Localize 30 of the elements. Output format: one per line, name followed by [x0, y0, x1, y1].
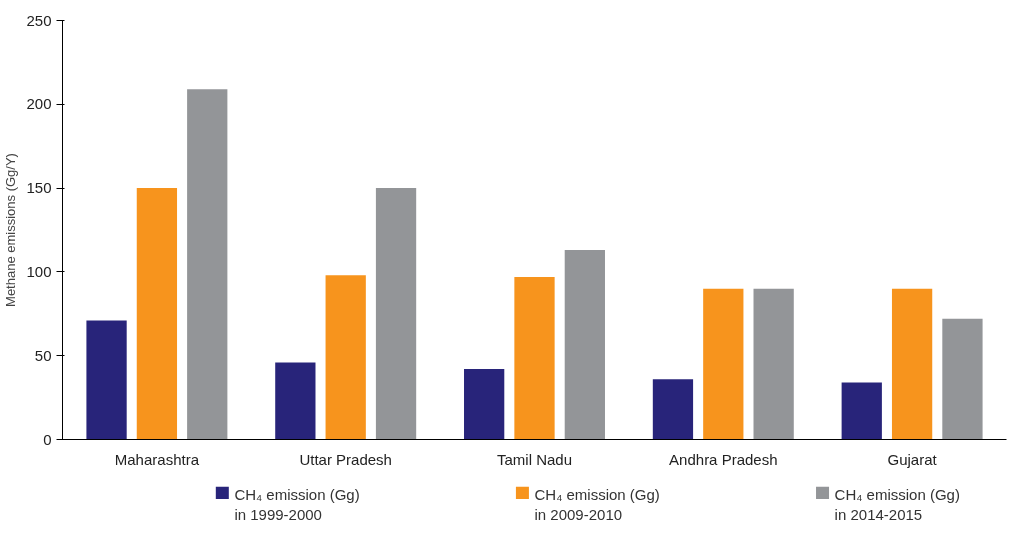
- bar: [275, 362, 316, 440]
- bar: [652, 379, 694, 440]
- x-tick-label: Tamil Nadu: [496, 450, 573, 468]
- bar: [514, 276, 555, 440]
- y-tick-label: 250: [26, 11, 52, 29]
- bar: [136, 188, 178, 440]
- x-tick-label: Maharashtra: [114, 450, 200, 468]
- y-tick-label: 0: [43, 430, 52, 448]
- bar: [464, 369, 505, 440]
- bar: [187, 89, 228, 440]
- bar: [86, 320, 127, 440]
- legend-label: CH₄ emission (Gg) in 2009-2010: [534, 485, 660, 523]
- bar: [841, 382, 882, 440]
- y-tick-label: 150: [26, 179, 52, 197]
- bar: [942, 318, 983, 440]
- bar: [564, 250, 605, 440]
- y-tick-label: 200: [26, 95, 52, 113]
- bar: [753, 288, 794, 440]
- bar: [375, 188, 417, 440]
- y-tick-label: 100: [26, 262, 52, 280]
- y-axis-title: Methane emissions (Gg/Y): [3, 153, 19, 307]
- legend-label: CH₄ emission (Gg) in 2014-2015: [834, 485, 960, 523]
- x-tick-label: Gujarat: [887, 450, 938, 468]
- bar: [325, 275, 366, 440]
- x-tick-label: Uttar Pradesh: [299, 450, 392, 468]
- bar: [891, 288, 933, 440]
- x-tick-label: Andhra Pradesh: [669, 450, 778, 468]
- y-tick-label: 50: [34, 346, 52, 364]
- bar: [703, 288, 744, 440]
- legend-label: CH₄ emission (Gg) in 1999-2000: [234, 485, 360, 523]
